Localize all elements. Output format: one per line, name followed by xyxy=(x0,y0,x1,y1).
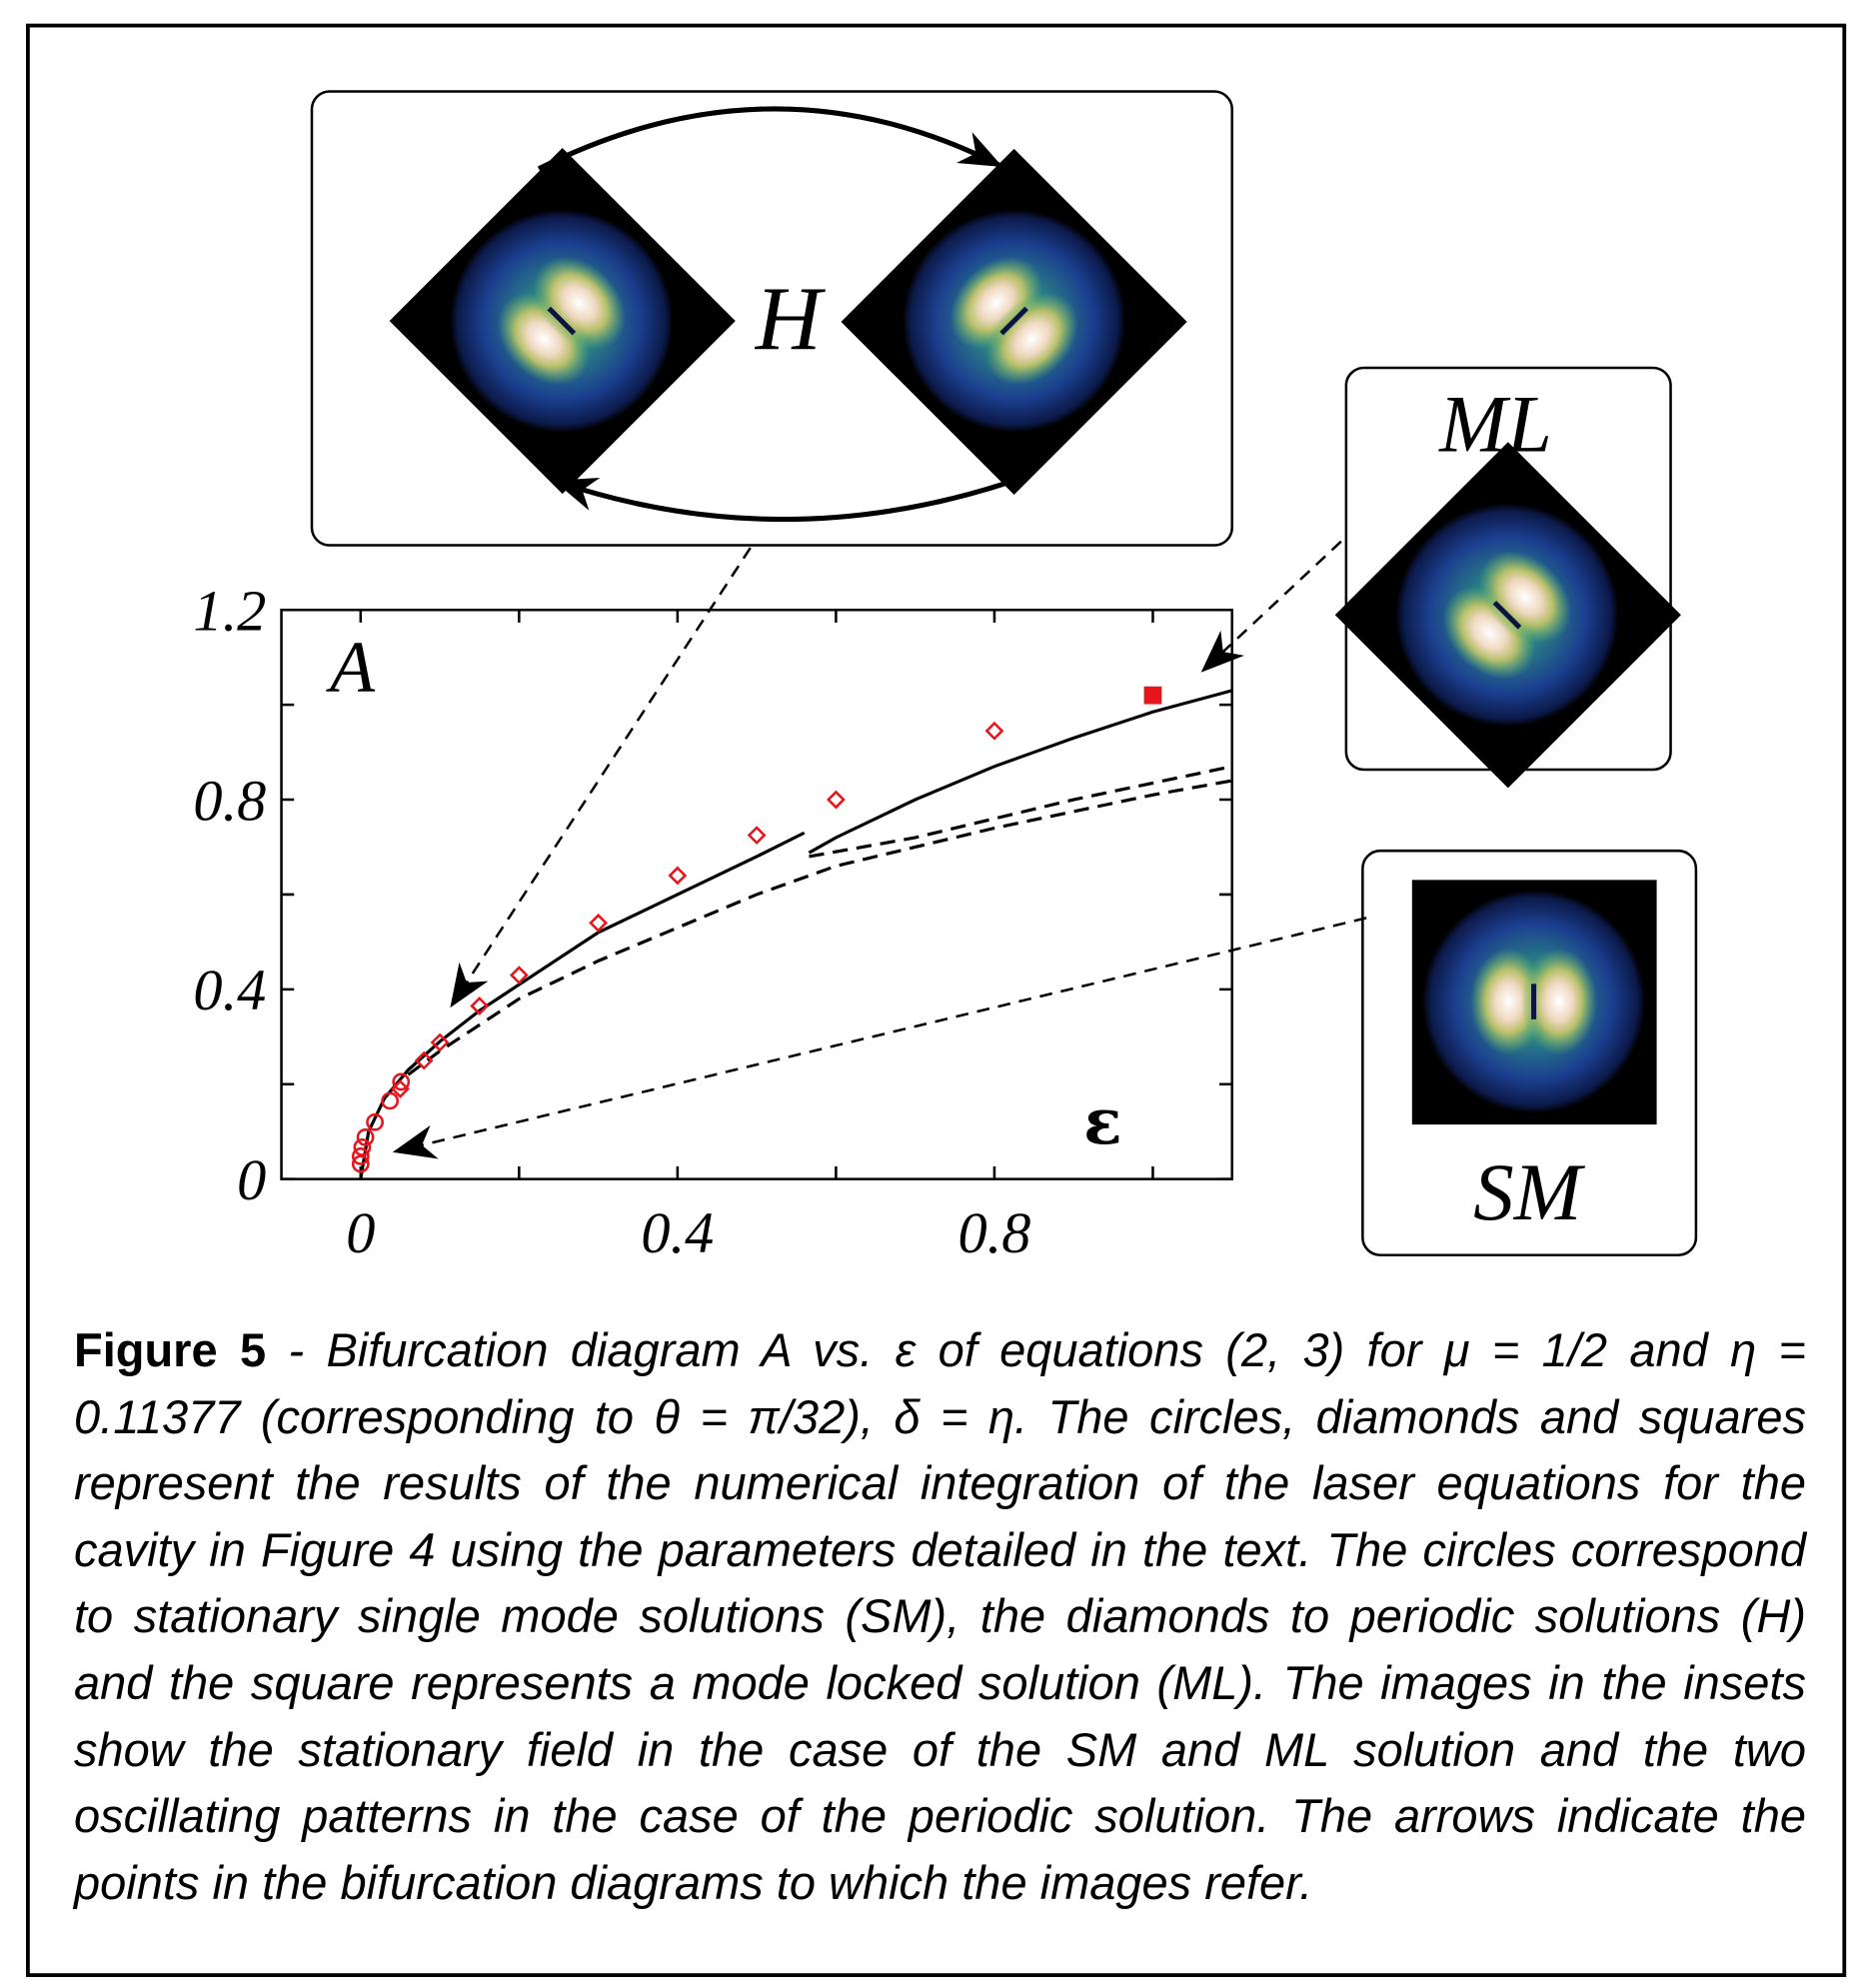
square-marker xyxy=(1144,687,1162,705)
page: H ML SM 00.40.81.200.40.8Aε Figure 5 - B… xyxy=(0,0,1876,1988)
pointer-arrow xyxy=(397,918,1366,1150)
x-tick-label: 0 xyxy=(346,1200,375,1265)
diamond-marker xyxy=(829,792,844,807)
pointer-arrow xyxy=(1204,542,1341,670)
y-axis-label: A xyxy=(325,625,376,707)
diamond-marker xyxy=(670,868,685,883)
caption-label: Figure 5 xyxy=(74,1323,266,1376)
curve xyxy=(408,781,1231,1074)
x-tick-label: 0.8 xyxy=(957,1200,1030,1265)
curve xyxy=(809,767,1231,857)
y-tick-label: 1.2 xyxy=(193,579,266,644)
caption: Figure 5 - Bifurcation diagram A vs. ε o… xyxy=(74,1317,1806,1916)
x-axis-label: ε xyxy=(1083,1083,1122,1158)
inset-label: H xyxy=(755,268,827,369)
caption-text: - Bifurcation diagram A vs. ε of equatio… xyxy=(74,1323,1806,1909)
y-tick-label: 0.8 xyxy=(193,768,266,833)
y-tick-label: 0.4 xyxy=(193,958,266,1022)
curve xyxy=(361,833,805,1178)
x-tick-label: 0.4 xyxy=(641,1200,714,1265)
y-tick-label: 0 xyxy=(237,1147,266,1212)
curve xyxy=(809,691,1231,853)
diamond-marker xyxy=(750,828,765,843)
diamond-marker xyxy=(986,724,1001,739)
inset-label: SM xyxy=(1473,1147,1586,1237)
plot: 0 0.4 0.8 1.2 0 0.4 0.8 Aε xyxy=(193,579,1231,1266)
inset-image xyxy=(1412,880,1657,1124)
pointer-arrow xyxy=(453,548,751,1004)
